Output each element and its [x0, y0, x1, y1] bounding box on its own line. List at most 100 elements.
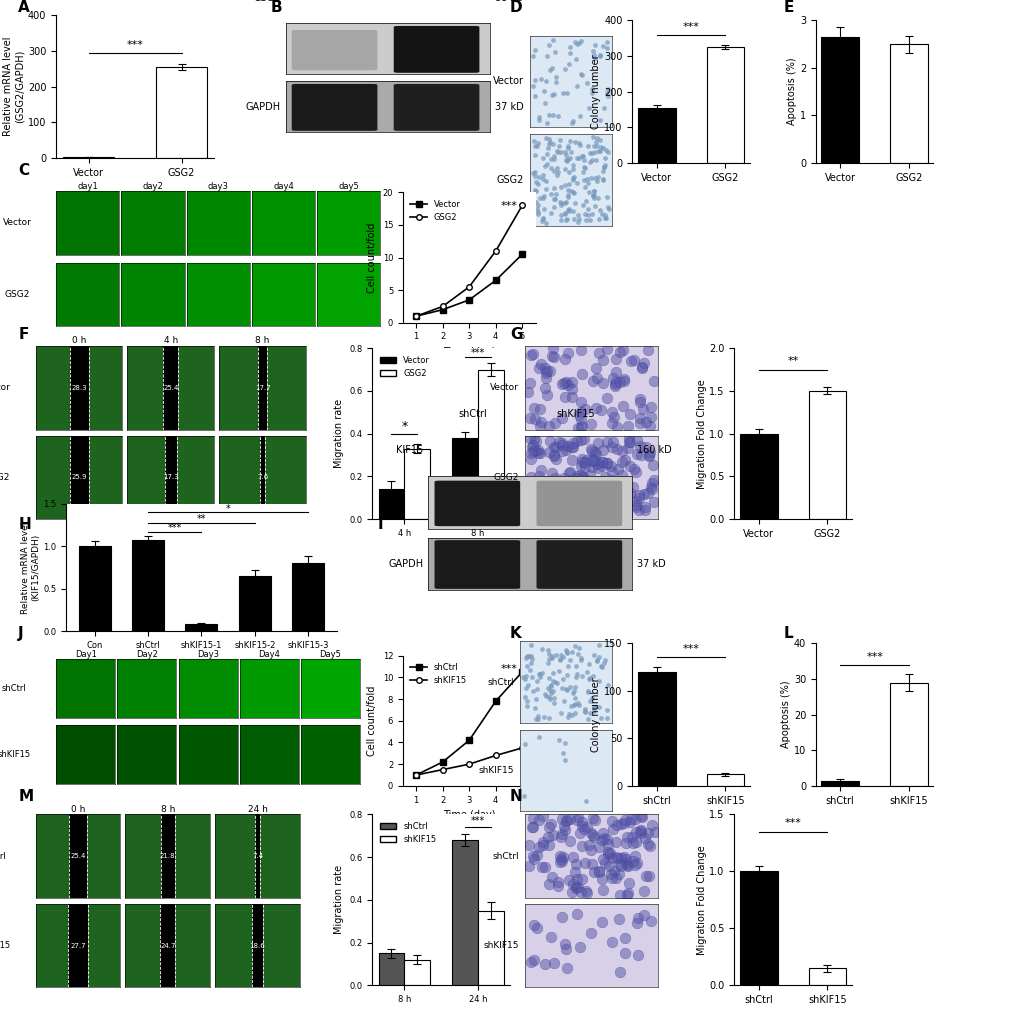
Point: [537, 371, 553, 387]
Point: [527, 699, 543, 716]
Point: [622, 814, 638, 831]
Point: [584, 152, 600, 168]
Point: [566, 472, 582, 489]
Bar: [637, 108, 675, 163]
Point: [626, 811, 642, 828]
Point: [572, 825, 588, 841]
Point: [540, 418, 556, 435]
Point: [530, 169, 546, 185]
Point: [589, 138, 605, 155]
Point: [525, 509, 541, 525]
Point: [584, 668, 600, 684]
Point: [590, 863, 606, 880]
Point: [547, 74, 564, 91]
Point: [534, 496, 550, 512]
Point: [573, 489, 589, 505]
Title: day1: day1: [77, 182, 98, 191]
Text: C: C: [18, 163, 30, 178]
Point: [536, 360, 552, 377]
Point: [576, 160, 592, 176]
Point: [532, 418, 548, 435]
Point: [570, 419, 586, 436]
Point: [571, 211, 587, 227]
Point: [559, 138, 576, 155]
Point: [585, 698, 601, 715]
Text: shCtrl: shCtrl: [459, 409, 487, 419]
Point: [553, 435, 570, 451]
Point: [550, 732, 567, 748]
Text: 18.6: 18.6: [250, 943, 265, 949]
Point: [546, 694, 562, 711]
Point: [567, 863, 583, 880]
Text: Vector: Vector: [493, 76, 524, 87]
Point: [542, 433, 558, 449]
Point: [531, 493, 547, 509]
Point: [631, 414, 647, 431]
Line: shCtrl: shCtrl: [413, 669, 525, 778]
Point: [542, 205, 558, 221]
Point: [534, 837, 550, 853]
Point: [575, 469, 591, 486]
Point: [555, 488, 572, 504]
Point: [523, 469, 539, 486]
Point: [603, 850, 620, 866]
Point: [633, 808, 649, 825]
Point: [578, 192, 594, 209]
Point: [579, 207, 595, 223]
Point: [584, 187, 600, 204]
Point: [562, 471, 579, 488]
shKIF15: [516, 742, 528, 754]
Point: [574, 475, 590, 492]
Y-axis label: Migration rate: Migration rate: [333, 865, 343, 935]
Point: [542, 151, 558, 167]
Text: shKIF15: shKIF15: [483, 942, 519, 950]
Title: 8 h: 8 h: [255, 336, 270, 345]
Point: [595, 159, 611, 175]
Point: [552, 495, 569, 511]
Point: [601, 477, 618, 494]
Point: [558, 84, 575, 101]
Point: [558, 645, 575, 662]
Point: [585, 189, 601, 206]
Point: [523, 445, 539, 461]
Point: [544, 32, 560, 48]
Point: [584, 827, 600, 843]
Point: [596, 151, 612, 167]
Point: [550, 496, 567, 512]
Bar: [478, 910, 503, 985]
Point: [592, 138, 608, 155]
Point: [577, 507, 593, 523]
Point: [555, 177, 572, 193]
Point: [596, 210, 612, 226]
Point: [561, 464, 578, 480]
Point: [525, 165, 541, 181]
Point: [594, 454, 610, 470]
Point: [574, 451, 590, 467]
Point: [528, 138, 544, 155]
Point: [531, 669, 547, 685]
Point: [613, 443, 630, 459]
Text: ***: ***: [865, 652, 882, 662]
Text: shCtrl: shCtrl: [487, 678, 514, 686]
Point: [589, 435, 605, 451]
Point: [609, 460, 626, 476]
Point: [552, 208, 569, 224]
Point: [543, 685, 559, 701]
Point: [588, 133, 604, 150]
Point: [552, 144, 569, 160]
Point: [561, 653, 578, 669]
Point: [555, 469, 572, 486]
Point: [540, 37, 556, 53]
Point: [545, 490, 561, 506]
Point: [626, 847, 642, 863]
Point: [575, 431, 591, 447]
Line: GSG2: GSG2: [413, 203, 525, 319]
Point: [574, 814, 590, 831]
Point: [620, 885, 636, 901]
Point: [585, 864, 601, 881]
Point: [545, 87, 561, 103]
Point: [574, 669, 590, 685]
Point: [541, 508, 557, 524]
Point: [610, 498, 627, 514]
Point: [580, 202, 596, 218]
